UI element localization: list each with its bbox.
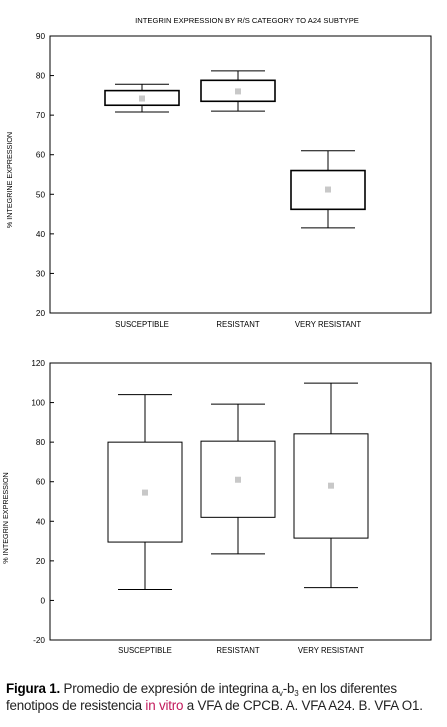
caption-label: Figura 1. [6, 681, 61, 696]
y-tick-label: 20 [36, 557, 46, 566]
median-marker [235, 88, 241, 95]
caption-text-4: a VFA de CPCB. A. VFA A24. B. VFA O1. [183, 698, 423, 713]
caption-sub-v: v [278, 689, 283, 698]
median-marker [139, 95, 145, 102]
box-very-resistant [293, 382, 369, 589]
y-tick-label: 70 [36, 111, 46, 120]
x-category-label: SUSCEPTIBLE [118, 646, 172, 655]
y-tick-label: 120 [31, 359, 45, 368]
caption-text-1: Promedio de expresión de integrina a [60, 681, 280, 696]
chart-a24: INTEGRIN EXPRESSION BY R/S CATEGORY TO A… [5, 16, 432, 329]
median-marker [325, 186, 331, 193]
box-very-resistant [290, 150, 366, 229]
box-resistant [200, 70, 276, 112]
median-marker [328, 482, 334, 489]
y-axis-label: % INTEGRIN EXPRESSION [1, 472, 10, 563]
box-susceptible [104, 83, 180, 113]
chart-o1: % INTEGRIN EXPRESSION 120 100 80 60 40 20 0 -20… [1, 359, 432, 655]
caption-text-2: -b [282, 681, 295, 696]
y-tick-label: 50 [36, 190, 46, 199]
x-category-label: RESISTANT [216, 646, 259, 655]
figure-caption: Figura 1. Promedio de expresión de integ… [6, 680, 444, 714]
y-tick-label: 20 [36, 309, 46, 318]
plot-frame [49, 362, 432, 641]
y-tick-label: -20 [33, 636, 45, 645]
box-resistant [200, 403, 276, 555]
y-tick-label: 80 [36, 72, 46, 81]
x-category-label: RESISTANT [216, 320, 259, 329]
box-susceptible [107, 394, 183, 591]
y-tick-label: 60 [36, 478, 46, 487]
caption-text-3: en los diferentes fenotipos de resistenc… [6, 681, 397, 713]
caption-in-vitro: in vitro [145, 698, 184, 713]
y-tick-label: 0 [40, 596, 45, 605]
y-tick-label: 60 [36, 151, 46, 160]
median-marker [235, 476, 241, 483]
median-marker [142, 489, 148, 496]
y-tick-label: 40 [36, 517, 46, 526]
x-category-label: SUSCEPTIBLE [115, 320, 169, 329]
x-category-label: VERY RESISTANT [298, 646, 365, 655]
y-tick-label: 40 [36, 230, 46, 239]
caption-sub-3: 3 [294, 689, 299, 698]
plot-frame [49, 35, 432, 314]
y-tick-label: 90 [36, 32, 46, 41]
chart-title: INTEGRIN EXPRESSION BY R/S CATEGORY TO A… [135, 16, 359, 25]
y-tick-label: 80 [36, 438, 46, 447]
x-category-label: VERY RESISTANT [295, 320, 362, 329]
y-tick-label: 100 [31, 399, 45, 408]
y-axis-label: % INTEGRINE EXPRESSION [5, 132, 14, 228]
y-tick-label: 30 [36, 269, 46, 278]
